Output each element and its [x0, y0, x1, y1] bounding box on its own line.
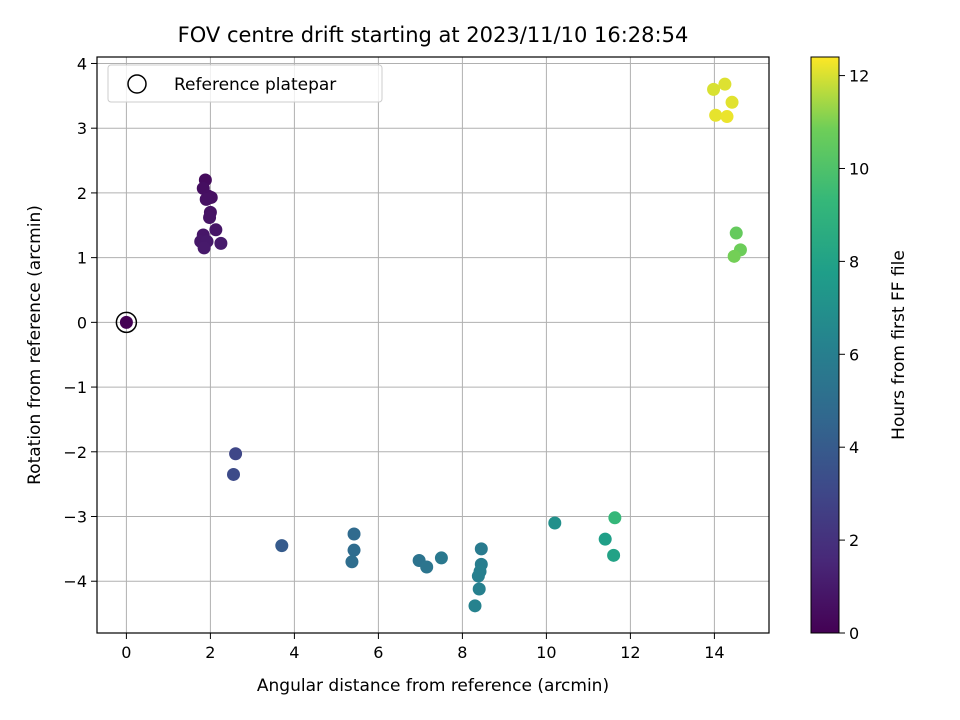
grid-lines: [97, 57, 769, 633]
x-axis-ticks: 0 2 4 6 8 10 12 14: [121, 633, 725, 662]
legend-label-reference: Reference platepar: [174, 75, 336, 95]
data-point: [227, 467, 240, 481]
colorbar-label: Hours from first FF file: [889, 250, 909, 440]
data-point: [119, 315, 133, 329]
colorbar-tick-label: 12: [849, 67, 869, 86]
reference-marker: [115, 311, 138, 334]
data-point: [707, 82, 721, 96]
data-point: [468, 599, 482, 613]
colorbar-tick-label: 2: [849, 531, 859, 550]
colorbar-tick-label: 0: [849, 624, 859, 643]
data-point: [720, 110, 734, 124]
data-point: [729, 226, 743, 240]
colorbar-ticks: 0 2 4 6 8 10 12: [839, 67, 869, 643]
y-tick-label: −1: [63, 378, 87, 397]
x-tick-label: 12: [620, 643, 640, 662]
y-tick-label: −3: [63, 508, 87, 527]
plot-frame: [96, 56, 770, 634]
x-tick-label: 0: [121, 643, 131, 662]
data-point: [347, 527, 361, 541]
data-point: [548, 516, 562, 530]
colorbar-tick-label: 4: [849, 438, 859, 457]
data-point: [709, 108, 723, 122]
y-tick-label: −4: [63, 572, 87, 591]
legend-marker-reference: [127, 74, 147, 94]
colorbar-tick-label: 10: [849, 159, 869, 178]
y-axis-ticks: −4 −3 −2 −1 0 1 2 3 4: [63, 54, 97, 591]
data-point: [209, 223, 223, 237]
data-point: [471, 569, 485, 583]
data-point: [420, 560, 434, 574]
colorbar: 0 2 4 6 8 10 12 Hours from first FF file: [810, 56, 909, 643]
x-tick-label: 8: [457, 643, 467, 662]
scatter-points: [119, 77, 747, 613]
data-point: [199, 192, 213, 206]
x-tick-label: 2: [205, 643, 215, 662]
data-point: [197, 241, 211, 255]
data-point: [275, 539, 289, 553]
data-point: [727, 249, 741, 263]
y-axis-label: Rotation from reference (arcmin): [25, 205, 45, 485]
y-tick-label: 1: [77, 249, 87, 268]
data-point: [214, 236, 228, 250]
colorbar-tick-label: 6: [849, 345, 859, 364]
legend: Reference platepar: [107, 64, 383, 103]
data-point: [203, 211, 217, 225]
data-point: [598, 532, 612, 546]
colorbar-gradient: [810, 56, 840, 634]
y-tick-label: 0: [77, 313, 87, 332]
data-point: [472, 582, 486, 596]
x-tick-label: 6: [373, 643, 383, 662]
data-point: [229, 447, 243, 461]
x-tick-label: 10: [536, 643, 556, 662]
data-point: [345, 555, 359, 569]
colorbar-tick-label: 8: [849, 252, 859, 271]
reference-point: [115, 311, 138, 334]
data-point: [725, 95, 739, 109]
x-tick-label: 14: [704, 643, 724, 662]
data-point: [347, 543, 361, 557]
data-point: [434, 551, 448, 565]
data-point: [718, 77, 732, 91]
data-point: [608, 511, 622, 525]
y-tick-label: 2: [77, 184, 87, 203]
y-tick-label: −2: [63, 443, 87, 462]
chart-title: FOV centre drift starting at 2023/11/10 …: [178, 23, 689, 47]
x-axis-label: Angular distance from reference (arcmin): [257, 676, 609, 696]
legend-box: [107, 64, 383, 103]
y-tick-label: 3: [77, 119, 87, 138]
x-tick-label: 4: [289, 643, 299, 662]
data-point: [607, 548, 621, 562]
data-point: [474, 542, 488, 556]
y-tick-label: 4: [77, 54, 87, 73]
